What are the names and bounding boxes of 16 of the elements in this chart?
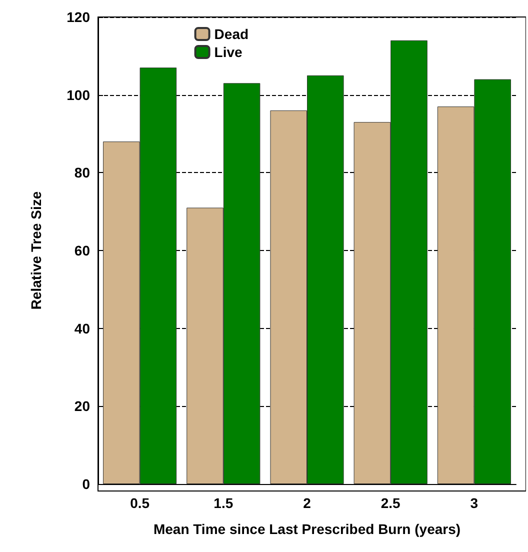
y-tick-label: 20: [74, 398, 90, 414]
x-tick-label: 0.5: [130, 495, 150, 511]
x-tick-label: 3: [470, 495, 478, 511]
y-tick-label: 0: [82, 476, 90, 492]
x-tick-label: 2: [303, 495, 312, 511]
legend-label: Dead: [214, 26, 249, 42]
legend-label: Live: [214, 44, 243, 60]
x-tick-label: 1.5: [214, 495, 234, 511]
y-axis-title: Relative Tree Size: [28, 191, 44, 310]
y-tick-label: 40: [74, 320, 90, 336]
y-tick-label: 60: [74, 242, 90, 258]
x-axis-title: Mean Time since Last Prescribed Burn (years): [153, 521, 461, 537]
x-tick-label: 2.5: [380, 495, 401, 511]
y-tick-label: 80: [74, 164, 90, 181]
y-tick-label: 120: [66, 9, 90, 25]
y-tick-label: 100: [66, 86, 90, 103]
